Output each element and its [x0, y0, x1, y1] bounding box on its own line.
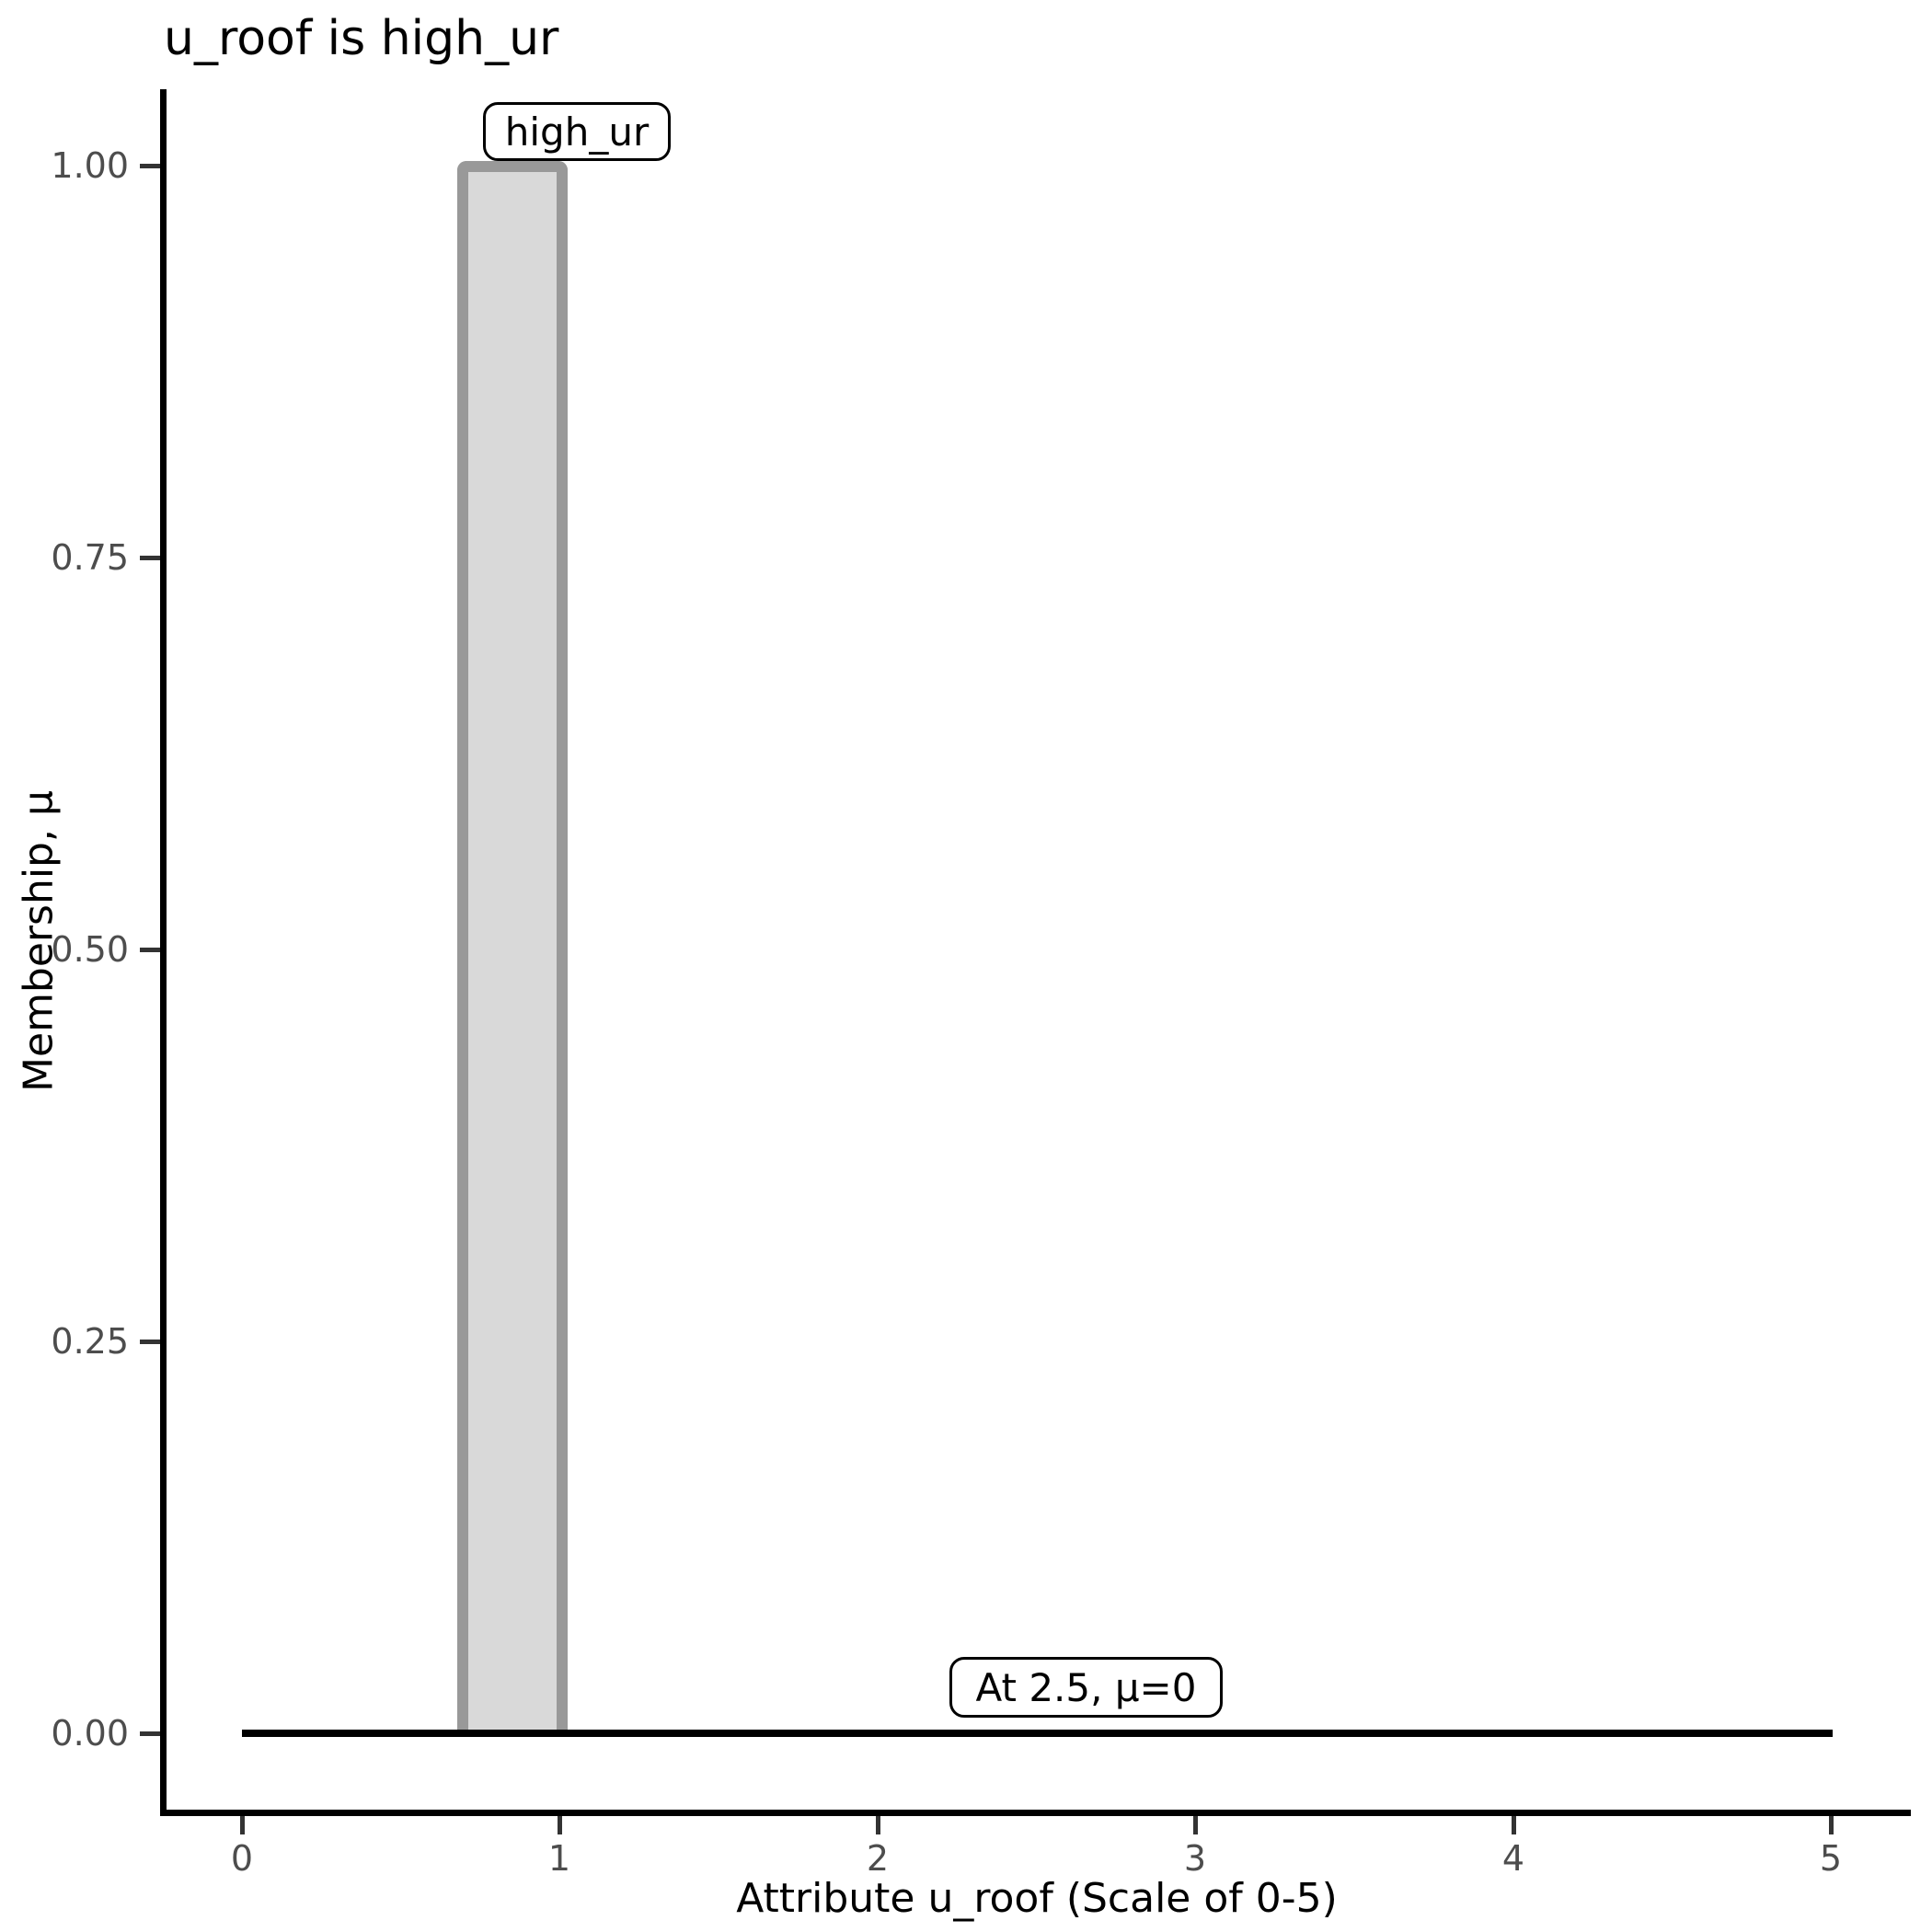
- x-tick-mark: [1512, 1816, 1516, 1834]
- membership-function-bar: [457, 161, 568, 1733]
- y-tick-mark: [140, 1731, 160, 1736]
- zero-membership-line: [242, 1730, 1833, 1737]
- evaluation-annotation: At 2.5, μ=0: [949, 1657, 1223, 1718]
- y-tick-mark: [140, 1340, 160, 1344]
- chart-title: u_roof is high_ur: [164, 11, 559, 66]
- y-axis-line: [160, 89, 167, 1816]
- x-axis-title: Attribute u_roof (Scale of 0-5): [736, 1875, 1338, 1922]
- x-tick-label: 3: [1183, 1838, 1207, 1879]
- x-tick-mark: [1193, 1816, 1198, 1834]
- y-tick-label: 0.00: [51, 1713, 129, 1754]
- x-tick-label: 2: [866, 1838, 890, 1879]
- x-tick-mark: [876, 1816, 880, 1834]
- y-tick-label: 1.00: [51, 145, 129, 186]
- y-tick-label: 0.75: [51, 537, 129, 578]
- x-tick-label: 5: [1819, 1838, 1843, 1879]
- y-tick-mark: [140, 556, 160, 560]
- x-tick-label: 0: [230, 1838, 254, 1879]
- y-tick-label: 0.50: [51, 929, 129, 970]
- x-tick-label: 1: [547, 1838, 571, 1879]
- set-name-annotation: high_ur: [483, 102, 671, 161]
- x-axis-line: [160, 1810, 1911, 1816]
- x-tick-mark: [1829, 1816, 1834, 1834]
- y-tick-mark: [140, 948, 160, 952]
- y-tick-label: 0.25: [51, 1321, 129, 1362]
- y-tick-mark: [140, 164, 160, 168]
- x-tick-mark: [558, 1816, 562, 1834]
- x-tick-mark: [240, 1816, 245, 1834]
- x-tick-label: 4: [1501, 1838, 1525, 1879]
- y-axis-title: Membership, μ: [15, 790, 63, 1092]
